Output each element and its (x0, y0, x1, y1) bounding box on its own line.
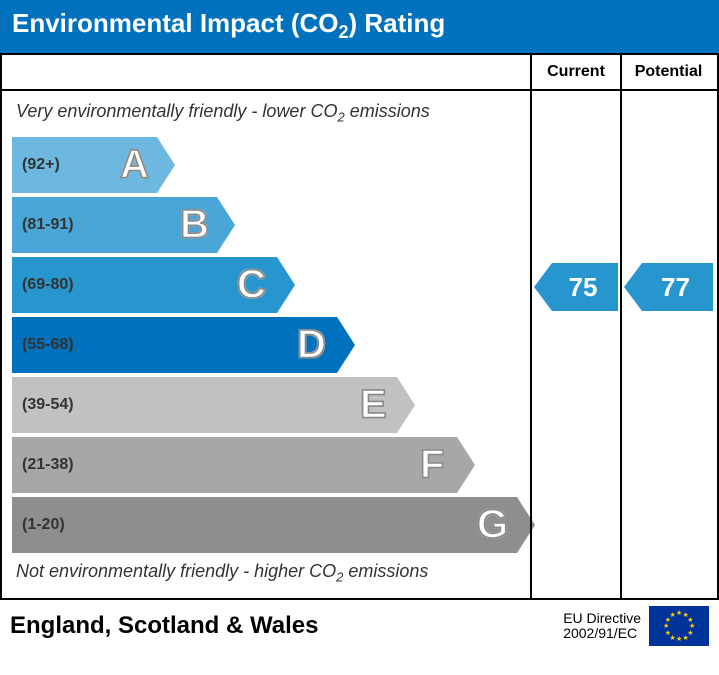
band-letter: E (360, 382, 387, 427)
footer: England, Scotland & Wales EU Directive 2… (0, 600, 719, 650)
caption-bottom: Not environmentally friendly - higher CO… (12, 557, 520, 593)
epc-co2-rating: Environmental Impact (CO2) Rating Curren… (0, 0, 719, 675)
directive-line2: 2002/91/EC (563, 625, 637, 641)
footer-directive: EU Directive 2002/91/EC (563, 611, 641, 642)
band-chevron (337, 317, 355, 373)
chart-border: Current Potential Very environmentally f… (0, 53, 719, 600)
caption-top: Very environmentally friendly - lower CO… (12, 97, 520, 133)
title-sub: 2 (339, 22, 349, 42)
title-suffix: ) Rating (349, 8, 446, 38)
header-main-blank (2, 55, 530, 89)
title-prefix: Environmental Impact (CO (12, 8, 339, 38)
title-bar: Environmental Impact (CO2) Rating (0, 0, 719, 53)
caption-bottom-prefix: Not environmentally friendly - higher CO (16, 561, 336, 581)
band-range: (21-38) (22, 456, 74, 474)
band-d: (55-68) D (12, 317, 520, 373)
band-letter: C (237, 262, 266, 307)
eu-flag-icon: ★★★★★★★★★★★★ (649, 606, 709, 646)
band-bar (12, 497, 517, 553)
band-letter: D (297, 322, 326, 367)
band-b: (81-91) B (12, 197, 520, 253)
band-range: (55-68) (22, 336, 74, 354)
header-row: Current Potential (2, 55, 717, 91)
caption-top-suffix: emissions (345, 101, 430, 121)
band-letter: F (420, 442, 444, 487)
pointer-potential: 77 (624, 263, 713, 311)
band-range: (92+) (22, 156, 60, 174)
band-bar (12, 437, 457, 493)
header-current: Current (530, 55, 620, 89)
potential-column: 77 (620, 91, 715, 598)
band-a: (92+) A (12, 137, 520, 193)
band-chevron (397, 377, 415, 433)
eu-star-icon: ★ (676, 635, 682, 643)
band-range: (1-20) (22, 516, 65, 534)
band-chevron (277, 257, 295, 313)
band-f: (21-38) F (12, 437, 520, 493)
eu-star-icon: ★ (670, 611, 676, 619)
chart-area: Very environmentally friendly - lower CO… (2, 91, 530, 598)
band-letter: G (477, 502, 508, 547)
band-c: (69-80) C (12, 257, 520, 313)
pointer-current: 75 (534, 263, 618, 311)
pointer-arrow-icon (624, 263, 642, 311)
band-range: (81-91) (22, 216, 74, 234)
band-range: (39-54) (22, 396, 74, 414)
pointer-value: 77 (642, 263, 713, 311)
band-e: (39-54) E (12, 377, 520, 433)
eu-star-icon: ★ (683, 634, 689, 642)
band-g: (1-20) G (12, 497, 520, 553)
band-letter: A (120, 142, 149, 187)
directive-line1: EU Directive (563, 610, 641, 626)
current-column: 75 (530, 91, 620, 598)
band-container: (92+) A (81-91) B (69-80) C (55-68) D (39-54) E (2… (12, 137, 520, 553)
caption-top-prefix: Very environmentally friendly - lower CO (16, 101, 337, 121)
footer-region: England, Scotland & Wales (10, 612, 318, 640)
header-potential: Potential (620, 55, 715, 89)
pointer-arrow-icon (534, 263, 552, 311)
body-row: Very environmentally friendly - lower CO… (2, 91, 717, 598)
eu-star-icon: ★ (676, 609, 682, 617)
band-chevron (217, 197, 235, 253)
caption-bottom-suffix: emissions (343, 561, 428, 581)
pointer-value: 75 (552, 263, 618, 311)
band-chevron (157, 137, 175, 193)
footer-right: EU Directive 2002/91/EC ★★★★★★★★★★★★ (563, 606, 709, 646)
band-range: (69-80) (22, 276, 74, 294)
band-chevron (457, 437, 475, 493)
band-letter: B (180, 202, 209, 247)
caption-top-sub: 2 (337, 110, 344, 125)
